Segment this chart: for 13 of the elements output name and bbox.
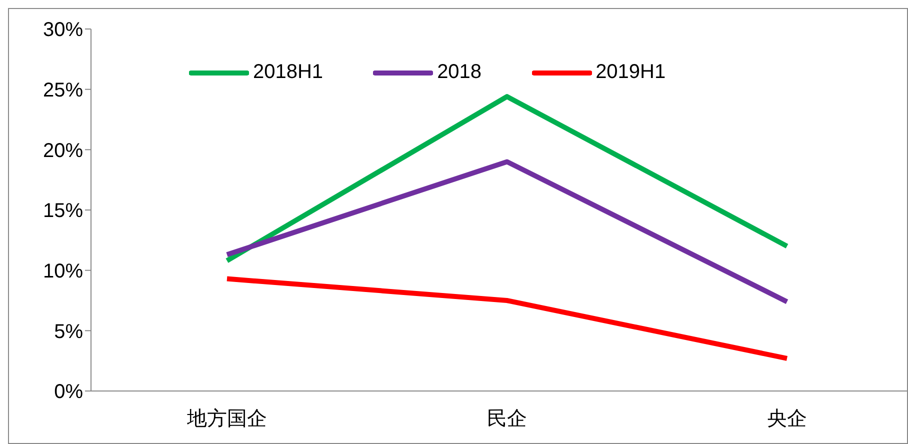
legend-label: 2018H1 bbox=[253, 61, 324, 84]
x-tick-label: 地方国企 bbox=[186, 406, 267, 430]
legend-label: 2019H1 bbox=[596, 61, 666, 84]
y-tick-label: 20% bbox=[42, 140, 84, 162]
x-tick-label: 央企 bbox=[767, 406, 807, 430]
y-tick-label: 10% bbox=[42, 260, 84, 282]
legend-label: 2018 bbox=[437, 61, 482, 84]
y-tick-label: 25% bbox=[42, 79, 84, 102]
y-tick-label: 30% bbox=[42, 19, 84, 42]
y-tick-label: 0% bbox=[54, 381, 84, 404]
y-tick-label: 5% bbox=[54, 320, 84, 343]
x-tick-label: 民企 bbox=[487, 406, 527, 430]
y-tick-label: 15% bbox=[42, 200, 84, 222]
